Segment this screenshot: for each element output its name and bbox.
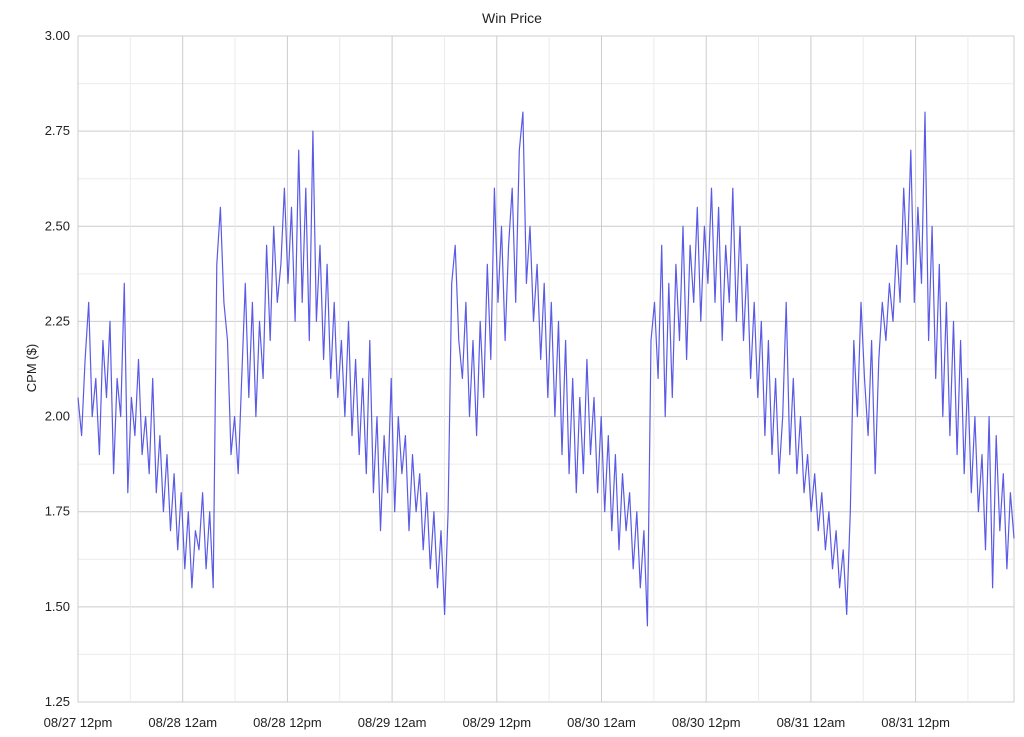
x-tick-label: 08/27 12pm <box>44 715 113 730</box>
series-line <box>77 111 1015 627</box>
x-tick-label: 08/31 12am <box>777 715 846 730</box>
x-tick-label: 08/30 12pm <box>672 715 741 730</box>
y-tick-label: 2.25 <box>45 313 70 328</box>
y-tick-label: 1.50 <box>45 599 70 614</box>
x-tick-label: 08/29 12am <box>358 715 427 730</box>
axes: 3.00 2.75 2.50 2.25 2.00 1.75 1.50 1.25 08/27 12… <box>44 28 950 730</box>
chart-title: Win Price <box>482 10 542 26</box>
x-tick-label: 08/30 12am <box>567 715 636 730</box>
x-tick-label: 08/29 12pm <box>462 715 531 730</box>
y-tick-label: 2.75 <box>45 123 70 138</box>
y-axis-label: CPM ($) <box>24 344 39 392</box>
series <box>77 111 1015 627</box>
y-tick-label: 3.00 <box>45 28 70 43</box>
x-tick-label: 08/28 12pm <box>253 715 322 730</box>
grid <box>77 35 1015 703</box>
x-tick-label: 08/28 12am <box>148 715 217 730</box>
y-tick-label: 2.00 <box>45 409 70 424</box>
y-tick-label: 2.50 <box>45 218 70 233</box>
y-tick-label: 1.75 <box>45 504 70 519</box>
x-tick-label: 08/31 12pm <box>881 715 950 730</box>
y-tick-label: 1.25 <box>45 694 70 709</box>
